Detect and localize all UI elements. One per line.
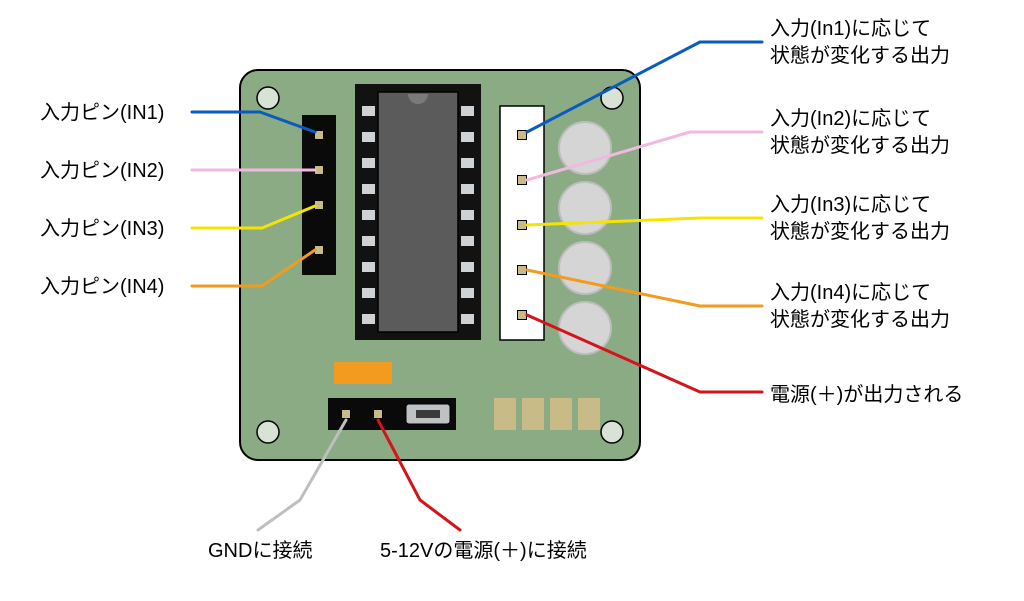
label-out4: 入力(In4)に応じて 状態が変化する出力 <box>770 280 1000 334</box>
label-out2-line1: 入力(In2)に応じて <box>770 108 931 130</box>
label-in4: 入力ピン(IN4) <box>40 274 164 301</box>
label-out3-line2: 状態が変化する出力 <box>770 221 950 243</box>
label-out3-line1: 入力(In3)に応じて <box>770 194 931 216</box>
label-gnd: GNDに接続 <box>208 538 312 565</box>
pcb-pinout-diagram: { "type": "diagram", "canvas": {"w":1024… <box>0 0 1024 601</box>
label-in3: 入力ピン(IN3) <box>40 216 164 243</box>
label-in2: 入力ピン(IN2) <box>40 158 164 185</box>
label-out1-line1: 入力(In1)に応じて <box>770 18 931 40</box>
label-out1-line2: 状態が変化する出力 <box>770 45 950 67</box>
label-vin: 5-12Vの電源(＋)に接続 <box>380 538 587 565</box>
label-out4-line1: 入力(In4)に応じて <box>770 282 931 304</box>
label-vout: 電源(＋)が出力される <box>770 382 963 409</box>
label-out2: 入力(In2)に応じて 状態が変化する出力 <box>770 106 1000 160</box>
label-out4-line2: 状態が変化する出力 <box>770 309 950 331</box>
label-out2-line2: 状態が変化する出力 <box>770 135 950 157</box>
label-out3: 入力(In3)に応じて 状態が変化する出力 <box>770 192 1000 246</box>
label-in1: 入力ピン(IN1) <box>40 100 164 127</box>
label-out1: 入力(In1)に応じて 状態が変化する出力 <box>770 16 1000 70</box>
